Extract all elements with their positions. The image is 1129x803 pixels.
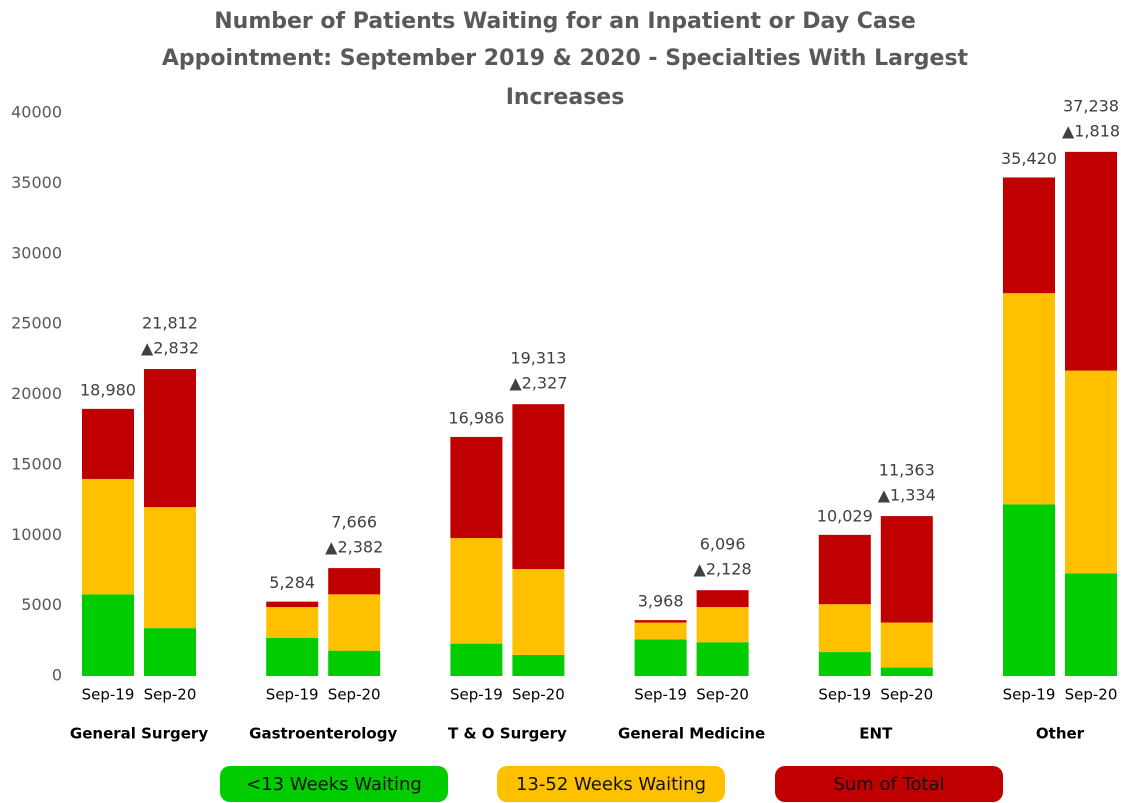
total-label: 3,968 xyxy=(638,592,684,611)
bar-segment xyxy=(328,594,381,651)
y-tick-label: 5000 xyxy=(21,595,62,614)
group-label: General Medicine xyxy=(618,725,765,743)
bar-segment xyxy=(818,652,871,676)
bar-segment xyxy=(1065,573,1117,676)
y-tick-label: 35000 xyxy=(11,173,62,192)
bar-segment xyxy=(512,654,565,676)
total-label: 19,313 xyxy=(510,349,566,368)
bar-segment xyxy=(328,650,381,676)
x-tick-label: Sep-20 xyxy=(512,686,565,704)
legend-swatch xyxy=(775,766,1003,802)
bar-segment xyxy=(696,607,749,643)
group-label: General Surgery xyxy=(70,725,208,743)
x-tick-label: Sep-20 xyxy=(696,686,749,704)
bar-segment xyxy=(696,642,749,676)
bar-segment xyxy=(450,643,503,676)
bar-segment xyxy=(450,538,503,644)
x-tick-label: Sep-19 xyxy=(82,686,135,704)
increase-label: ▲2,327 xyxy=(509,374,567,393)
total-label: 5,284 xyxy=(269,573,315,592)
bar-segment xyxy=(144,368,196,508)
x-tick-label: Sep-19 xyxy=(450,686,503,704)
legend-swatch xyxy=(497,766,725,802)
legend-swatch xyxy=(220,766,448,802)
increase-label: ▲1,818 xyxy=(1062,121,1120,140)
total-label: 7,666 xyxy=(331,513,377,532)
bar-segment xyxy=(328,568,381,595)
bar-segment xyxy=(266,607,319,638)
bar-segment xyxy=(512,569,565,655)
chart-title: Increases xyxy=(506,85,625,110)
bar-segment xyxy=(266,601,319,608)
bar-segment xyxy=(82,478,134,595)
group-label: T & O Surgery xyxy=(448,725,567,743)
total-label: 16,986 xyxy=(448,408,504,427)
total-label: 21,812 xyxy=(142,313,198,332)
y-tick-label: 30000 xyxy=(11,243,62,262)
x-tick-label: Sep-20 xyxy=(144,686,197,704)
y-tick-label: 0 xyxy=(52,666,62,685)
bar-segment xyxy=(1003,504,1055,676)
x-tick-label: Sep-19 xyxy=(1003,686,1056,704)
bar-segment xyxy=(880,516,933,623)
legend-label: 13-52 Weeks Waiting xyxy=(516,774,706,795)
x-tick-label: Sep-20 xyxy=(880,686,933,704)
x-tick-label: Sep-19 xyxy=(634,686,687,704)
bar-segment xyxy=(880,622,933,668)
bar-segment xyxy=(450,436,503,539)
bar-segment xyxy=(1003,293,1055,505)
bar-segment xyxy=(634,639,687,676)
bar-segment xyxy=(144,628,196,676)
bar-segment xyxy=(1065,370,1117,574)
total-label: 37,238 xyxy=(1063,96,1119,115)
total-label: 6,096 xyxy=(700,535,746,554)
bar-segment xyxy=(266,637,319,676)
x-tick-label: Sep-19 xyxy=(266,686,319,704)
increase-label: ▲1,334 xyxy=(878,486,936,505)
legend-label: Sum of Total xyxy=(833,774,944,795)
legend-label: <13 Weeks Waiting xyxy=(246,774,422,795)
bar-segment xyxy=(634,622,687,640)
chart-title: Number of Patients Waiting for an Inpati… xyxy=(214,9,916,34)
y-tick-label: 20000 xyxy=(11,384,62,403)
y-tick-label: 40000 xyxy=(11,103,62,122)
chart-title: Appointment: September 2019 & 2020 - Spe… xyxy=(162,46,969,71)
increase-label: ▲2,382 xyxy=(325,538,383,557)
group-label: ENT xyxy=(859,725,893,743)
bar-segment xyxy=(512,404,565,570)
group-label: Gastroenterology xyxy=(249,725,397,743)
bar-segment xyxy=(880,667,933,676)
total-label: 18,980 xyxy=(80,380,136,399)
x-tick-label: Sep-20 xyxy=(328,686,381,704)
total-label: 35,420 xyxy=(1001,149,1057,168)
x-tick-label: Sep-20 xyxy=(1065,686,1118,704)
y-tick-label: 25000 xyxy=(11,314,62,333)
y-tick-label: 15000 xyxy=(11,454,62,473)
bar-segment xyxy=(82,408,134,479)
bar-segment xyxy=(818,534,871,605)
total-label: 10,029 xyxy=(817,506,873,525)
bar-segment xyxy=(818,604,871,653)
increase-label: ▲2,832 xyxy=(141,338,199,357)
bar-segment xyxy=(696,590,749,608)
bar-segment xyxy=(144,507,196,629)
group-label: Other xyxy=(1036,725,1085,743)
y-tick-label: 10000 xyxy=(11,525,62,544)
increase-label: ▲2,128 xyxy=(694,560,752,579)
bar-segment xyxy=(634,620,687,623)
bar-segment xyxy=(82,594,134,676)
total-label: 11,363 xyxy=(879,461,935,480)
bar-segment xyxy=(1065,151,1117,371)
bar-segment xyxy=(1003,177,1055,294)
x-tick-label: Sep-19 xyxy=(818,686,871,704)
